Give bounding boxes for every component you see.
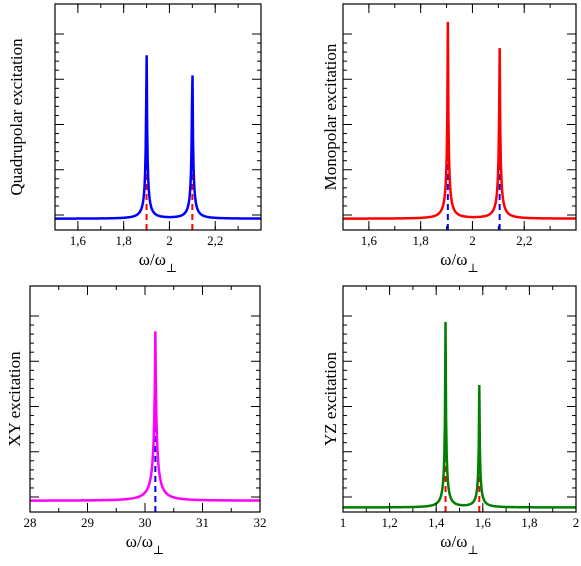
x-tick-label: 2,2: [516, 233, 532, 248]
panel-1: 1,6 1,8 2 2,2 ω/ω⊥ Quadrupolar excitation: [7, 3, 262, 275]
plot-frame: [54, 3, 262, 231]
x-axis-label: ω/ω⊥: [440, 532, 478, 557]
plot-frame: [29, 285, 261, 513]
x-axis-label-subscript: ⊥: [153, 543, 164, 557]
y-axis-label: XY excitation: [5, 351, 24, 447]
x-tick-label: 1,4: [428, 515, 445, 530]
x-tick-label: 2: [469, 233, 476, 248]
panel-2: 1,6 1,8 2 2,2 ω/ω⊥ Monopolar excitation: [321, 3, 577, 275]
x-axis-label: ω/ω⊥: [139, 250, 177, 275]
x-axis-label-subscript: ⊥: [467, 543, 478, 557]
x-tick-label: 1,8: [116, 233, 132, 248]
series-line: [54, 55, 261, 220]
y-axis-label: Monopolar excitation: [321, 43, 340, 190]
series-line: [30, 331, 261, 502]
x-tick-label: 1,8: [521, 515, 537, 530]
x-axis-label-subscript: ⊥: [166, 261, 177, 275]
x-axis-label: ω/ω⊥: [440, 250, 478, 275]
x-tick-label: 32: [254, 515, 267, 530]
x-axis-label: ω/ω⊥: [126, 532, 164, 557]
x-tick-label: 31: [196, 515, 209, 530]
x-tick-label: 1: [340, 515, 347, 530]
x-tick-label: 2,2: [207, 233, 223, 248]
series-line: [343, 21, 576, 220]
panel-4: 1 1,2 1,4 1,6 1,8 2 ω/ω⊥ YZ excitation: [321, 285, 580, 557]
x-tick-label: 2: [166, 233, 173, 248]
x-axis-label-subscript: ⊥: [467, 261, 478, 275]
plot-frame: [342, 3, 577, 231]
x-tick-label: 28: [24, 515, 37, 530]
x-tick-label: 2: [573, 515, 580, 530]
panel-3: 28 29 30 31 32 ω/ω⊥ XY excitation: [5, 285, 267, 557]
x-tick-label: 1,8: [413, 233, 429, 248]
plot-frame: [342, 285, 577, 513]
series-line: [343, 321, 576, 509]
x-tick-label: 1,6: [70, 233, 87, 248]
x-tick-label: 1,2: [381, 515, 397, 530]
x-tick-label: 1,6: [361, 233, 378, 248]
x-tick-label: 1,6: [475, 515, 492, 530]
y-axis-label: YZ excitation: [321, 352, 340, 446]
y-axis-label: Quadrupolar excitation: [7, 38, 26, 196]
x-tick-label: 29: [81, 515, 94, 530]
x-tick-label: 30: [139, 515, 152, 530]
